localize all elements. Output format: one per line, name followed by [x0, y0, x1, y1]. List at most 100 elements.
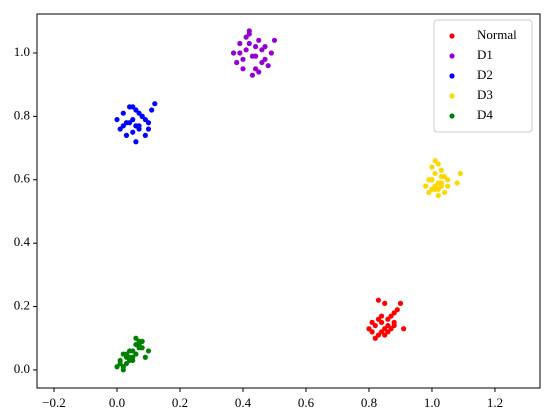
- x-tick-label: 0.0: [109, 395, 125, 410]
- point: [123, 132, 130, 138]
- point: [375, 332, 382, 338]
- point: [123, 120, 130, 126]
- legend-marker: [449, 113, 455, 119]
- point: [372, 322, 378, 329]
- point: [259, 59, 265, 66]
- x-tick-label: 0.4: [235, 395, 252, 410]
- point: [256, 69, 262, 75]
- legend-marker: [449, 73, 455, 79]
- point: [375, 316, 382, 322]
- point: [240, 66, 246, 72]
- point: [130, 129, 136, 135]
- point: [145, 126, 152, 132]
- point: [142, 116, 148, 123]
- point: [432, 158, 438, 164]
- point: [429, 164, 435, 170]
- point: [385, 329, 391, 335]
- point: [445, 183, 451, 189]
- point: [149, 107, 155, 113]
- point: [117, 126, 123, 132]
- y-tick-label: 0.0: [14, 361, 30, 376]
- point: [133, 123, 139, 129]
- point: [385, 316, 391, 322]
- plot-frame: [36, 13, 541, 389]
- x-tick-label: −0.2: [42, 395, 66, 410]
- point: [136, 341, 142, 348]
- y-tick-label: 0.2: [14, 298, 30, 313]
- y-tick-label: 0.6: [14, 171, 31, 186]
- point: [369, 319, 375, 325]
- point: [126, 104, 133, 110]
- point: [378, 329, 385, 335]
- point: [230, 50, 237, 56]
- point: [133, 335, 139, 341]
- legend-label: Normal: [477, 27, 517, 42]
- point: [438, 173, 445, 180]
- point: [114, 364, 120, 370]
- point: [369, 329, 375, 335]
- point: [265, 63, 271, 69]
- y-tick-label: 1.0: [14, 44, 30, 59]
- point: [246, 40, 252, 47]
- point: [133, 351, 139, 357]
- point: [240, 56, 246, 62]
- point: [145, 348, 152, 354]
- point: [426, 189, 432, 196]
- point: [133, 107, 139, 113]
- point: [375, 297, 382, 303]
- point: [130, 116, 136, 123]
- legend-box: [433, 19, 533, 133]
- point: [435, 161, 441, 167]
- legend-label: D2: [477, 67, 493, 82]
- x-tick-label: 1.0: [424, 395, 440, 410]
- point: [391, 310, 397, 316]
- point: [249, 53, 256, 59]
- point: [435, 193, 441, 199]
- point: [136, 110, 142, 116]
- legend-marker: [449, 53, 455, 59]
- point: [142, 354, 148, 360]
- point: [237, 40, 243, 47]
- legend-label: D3: [477, 87, 493, 102]
- point: [243, 47, 249, 53]
- x-tick-label: 0.2: [172, 395, 188, 410]
- point: [142, 132, 148, 138]
- point: [378, 319, 385, 325]
- point: [397, 300, 404, 306]
- point: [139, 113, 145, 119]
- y-tick-label: 0.4: [14, 234, 31, 249]
- point: [262, 56, 268, 62]
- point: [385, 322, 391, 329]
- point: [249, 72, 256, 78]
- point: [394, 307, 400, 313]
- point: [130, 357, 136, 364]
- point: [388, 313, 394, 319]
- point: [441, 189, 448, 196]
- point: [438, 167, 445, 173]
- point: [237, 50, 243, 56]
- point: [152, 101, 158, 107]
- point: [126, 348, 133, 354]
- point: [243, 34, 249, 40]
- point: [120, 364, 126, 370]
- point: [234, 59, 240, 66]
- point: [252, 66, 259, 72]
- point: [123, 360, 130, 367]
- point: [429, 177, 435, 183]
- legend-marker: [449, 93, 455, 99]
- point: [423, 183, 429, 189]
- point: [136, 126, 142, 132]
- point: [366, 326, 372, 332]
- point: [139, 338, 145, 345]
- point: [262, 44, 268, 50]
- point: [271, 37, 278, 43]
- point: [382, 332, 388, 338]
- point: [259, 47, 265, 53]
- point: [372, 335, 378, 341]
- point: [454, 180, 460, 186]
- point: [457, 170, 463, 177]
- x-tick-label: 0.8: [361, 395, 377, 410]
- point: [268, 50, 274, 56]
- legend-marker: [449, 33, 455, 39]
- point: [432, 186, 438, 192]
